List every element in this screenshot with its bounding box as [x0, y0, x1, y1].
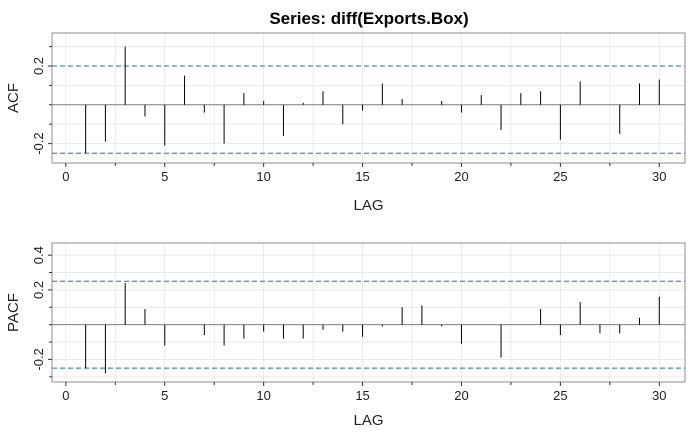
acf-x-tick-label: 10 [256, 169, 270, 184]
pacf-y-tick-label: 0.4 [31, 246, 46, 264]
acf-x-tick-label: 20 [454, 169, 468, 184]
acf-panel-background [52, 33, 685, 163]
acf-x-tick-label: 15 [355, 169, 369, 184]
acf-x-axis-label: LAG [353, 197, 383, 214]
acf-y-axis-label: ACF [5, 83, 22, 113]
pacf-x-tick-label: 10 [256, 388, 270, 403]
acf-panel-border [51, 32, 686, 164]
pacf-x-axis-label: LAG [353, 412, 383, 429]
pacf-panel-background [52, 243, 685, 382]
pacf-panel-border [51, 242, 686, 383]
acf-y-tick-label: -0.2 [31, 132, 46, 154]
pacf-x-tick-label: 0 [62, 388, 69, 403]
chart-title: Series: diff(Exports.Box) [269, 9, 468, 28]
acf-x-tick-label: 30 [652, 169, 666, 184]
pacf-x-tick-label: 25 [553, 388, 567, 403]
acf-x-tick-label: 5 [161, 169, 168, 184]
pacf-x-tick-label: 5 [161, 388, 168, 403]
pacf-x-tick-label: 30 [652, 388, 666, 403]
pacf-y-axis-label: PACF [5, 293, 22, 332]
pacf-x-tick-label: 15 [355, 388, 369, 403]
acf-x-tick-label: 0 [62, 169, 69, 184]
acf-x-tick-label: 25 [553, 169, 567, 184]
pacf-x-tick-label: 20 [454, 388, 468, 403]
acf-y-tick-label: 0.2 [31, 57, 46, 75]
pacf-y-tick-label: -0.2 [31, 348, 46, 370]
pacf-y-tick-label: 0.2 [31, 281, 46, 299]
